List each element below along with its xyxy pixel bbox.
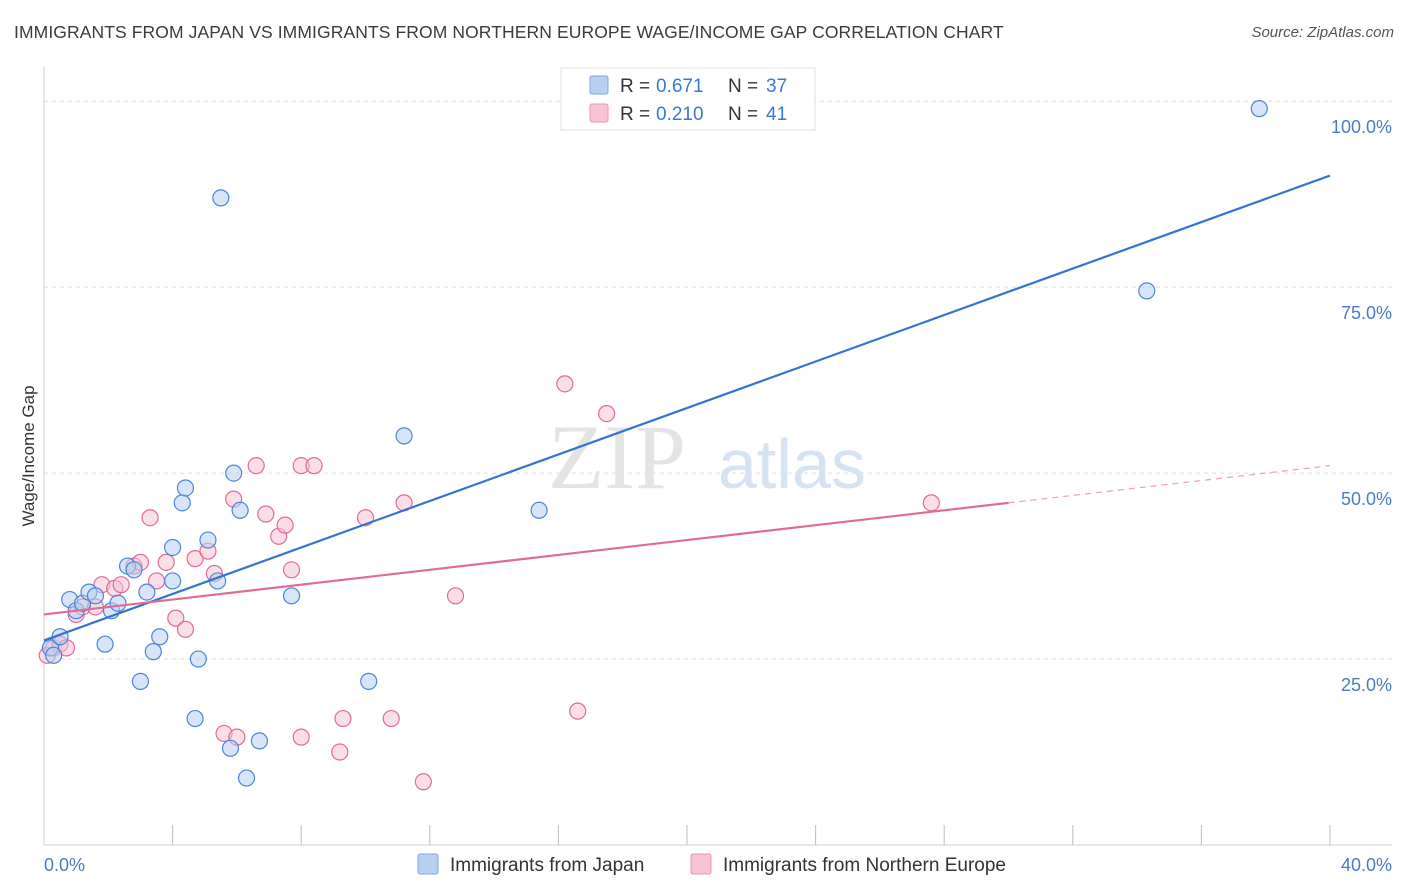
trendlines xyxy=(43,174,1331,642)
legend-bottom-japan-swatch xyxy=(417,853,439,875)
y-tick-label: 50.0% xyxy=(1341,489,1392,509)
legend-neu-r-label: R = xyxy=(620,104,650,125)
neu-point xyxy=(157,553,175,571)
legend-japan-swatch xyxy=(589,75,609,95)
chart-title: IMMIGRANTS FROM JAPAN VS IMMIGRANTS FROM… xyxy=(14,22,1004,42)
neu-point xyxy=(334,709,352,728)
neu-point xyxy=(141,509,159,527)
legend-neu-r-value: 0.210 xyxy=(656,104,704,125)
japan-point xyxy=(144,643,162,661)
japan-point xyxy=(221,739,240,757)
japan-point xyxy=(199,531,217,549)
japan-point xyxy=(231,501,249,519)
neu-point xyxy=(112,576,130,594)
japan-point xyxy=(282,587,301,605)
y-tick-labels: 25.0% 50.0% 75.0% 100.0% xyxy=(1331,117,1392,695)
legend-japan-r-value: 0.671 xyxy=(656,76,704,97)
trendline-neu xyxy=(43,501,1009,616)
japan-point xyxy=(109,594,127,612)
legend-bottom-neu-swatch xyxy=(690,853,712,875)
japan-point xyxy=(96,635,114,653)
japan-point xyxy=(131,672,150,690)
trendline-japan xyxy=(43,174,1331,642)
japan-point xyxy=(125,561,143,579)
legend-japan-n-label: N = xyxy=(728,76,758,97)
legend-japan-r-label: R = xyxy=(620,76,650,97)
neu-point xyxy=(247,457,265,475)
japan-point xyxy=(237,769,256,787)
neu-point xyxy=(382,709,400,728)
japan-point xyxy=(250,732,269,750)
neu-point xyxy=(569,702,587,720)
japan-point xyxy=(1138,282,1156,300)
y-axis-label: Wage/Income Gap xyxy=(19,385,38,526)
japan-point xyxy=(395,427,413,445)
japan-point xyxy=(86,587,105,605)
neu-point xyxy=(331,743,349,761)
legend-top: R = 0.671 N = 37 R = 0.210 N = 41 xyxy=(560,67,816,131)
axes xyxy=(43,66,1392,846)
neu-point xyxy=(556,375,574,393)
x-tick-label: 0.0% xyxy=(44,855,85,875)
legend-japan-n-value: 37 xyxy=(766,76,787,97)
legend-neu-n-label: N = xyxy=(728,104,758,125)
watermark-zip: ZIP xyxy=(548,406,686,508)
legend-neu-n-value: 41 xyxy=(766,104,787,125)
neu-point xyxy=(282,561,301,579)
legend-bottom-neu-label: Immigrants from Northern Europe xyxy=(723,855,1006,876)
legend-bottom: Immigrants from Japan Immigrants from No… xyxy=(417,853,1006,876)
neu-point xyxy=(292,728,310,746)
neu-point xyxy=(176,620,195,638)
neu-point xyxy=(186,550,204,568)
neu-point xyxy=(167,609,185,627)
x-tick-label: 40.0% xyxy=(1341,855,1392,875)
watermark: ZIP atlas xyxy=(548,406,866,508)
japan-point xyxy=(189,650,207,668)
neu-point xyxy=(598,404,616,423)
japan-point xyxy=(164,572,182,590)
japan-point xyxy=(164,538,182,557)
japan-point xyxy=(173,494,191,512)
legend-neu-swatch xyxy=(589,103,609,123)
neu-point xyxy=(257,505,275,523)
neu-point xyxy=(276,516,294,534)
neu-point xyxy=(446,587,465,605)
y-tick-label: 25.0% xyxy=(1341,675,1392,695)
japan-point xyxy=(45,646,63,664)
x-tick-labels: 0.0% 40.0% xyxy=(44,855,1392,875)
japan-point xyxy=(186,709,204,728)
trendline-neu-extension xyxy=(1008,465,1331,504)
legend-bottom-japan-label: Immigrants from Japan xyxy=(450,855,644,876)
japan-point xyxy=(530,501,548,519)
neu-point xyxy=(922,494,940,512)
grid-lines xyxy=(44,100,1395,660)
series-japan xyxy=(41,100,1268,787)
japan-point xyxy=(1250,100,1268,118)
japan-point xyxy=(212,189,230,207)
watermark-atlas: atlas xyxy=(718,425,866,503)
japan-point xyxy=(151,628,169,646)
japan-point xyxy=(138,583,156,601)
chart-source: Source: ZipAtlas.com xyxy=(1251,24,1394,41)
neu-point xyxy=(414,773,432,791)
y-tick-label: 100.0% xyxy=(1331,117,1392,137)
neu-point xyxy=(305,457,323,475)
japan-point xyxy=(360,672,378,690)
japan-point xyxy=(176,479,195,497)
y-tick-label: 75.0% xyxy=(1341,303,1392,323)
japan-point xyxy=(225,464,243,482)
